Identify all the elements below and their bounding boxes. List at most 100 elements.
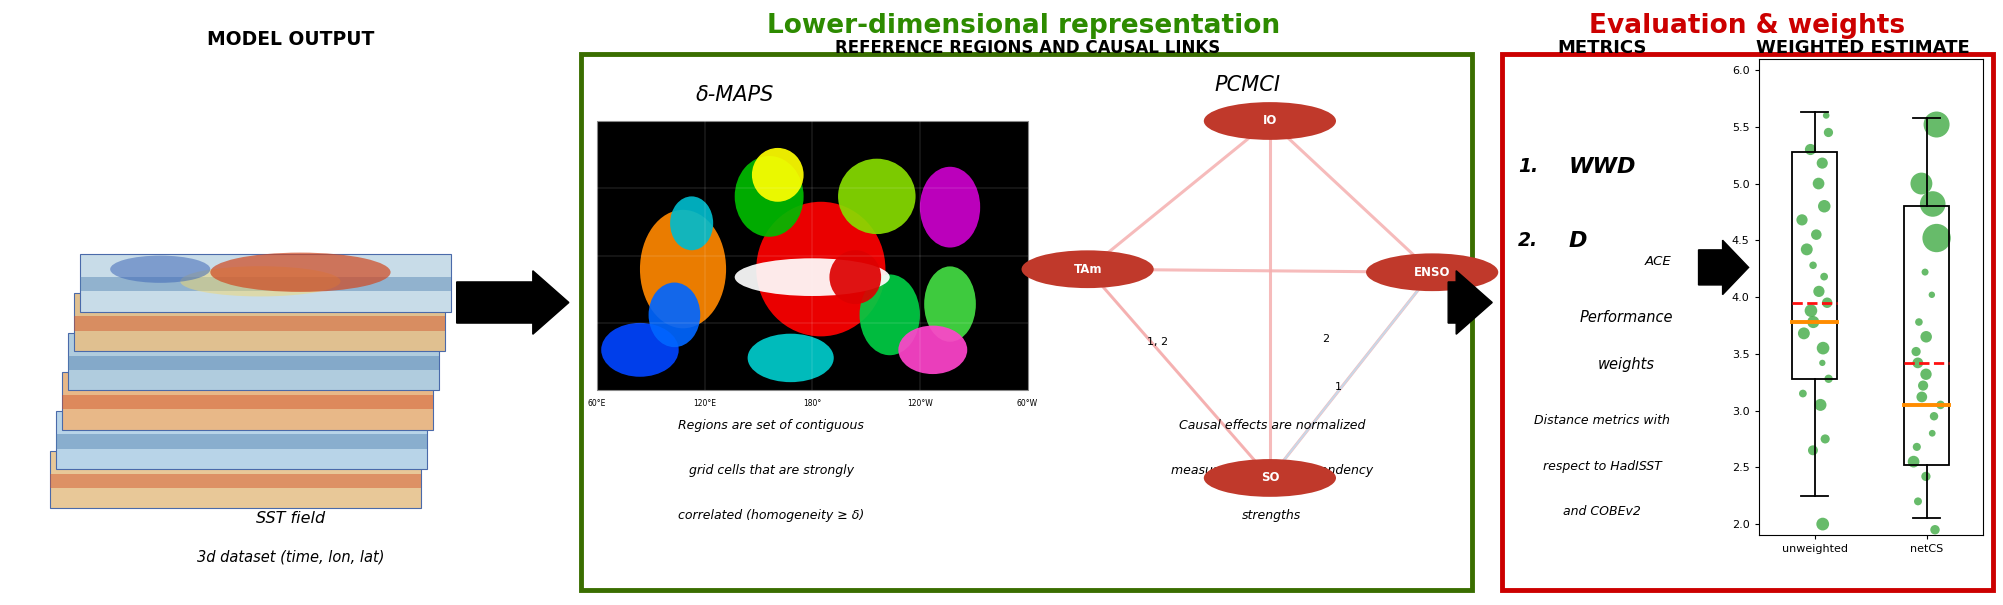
Bar [597,121,1028,390]
Point [1911,471,1943,481]
Text: weights: weights [1598,357,1654,372]
FancyArrow shape [1448,271,1492,334]
Point [1897,457,1929,466]
Point [1795,145,1827,154]
Bar [1793,152,1837,379]
Ellipse shape [735,258,889,296]
Point [1909,267,1941,277]
Point [1921,233,1953,243]
Text: distributions: distributions [1829,481,1917,495]
Ellipse shape [751,148,803,202]
Text: measures of causal dependency: measures of causal dependency [1172,464,1372,477]
Point [1807,358,1839,368]
Ellipse shape [859,275,919,355]
FancyBboxPatch shape [56,411,427,469]
FancyArrow shape [457,271,569,334]
Point [1813,128,1845,137]
Text: WEIGHTED ESTIMATE: WEIGHTED ESTIMATE [1757,39,1969,57]
Point [1801,230,1833,240]
Text: D: D [1568,231,1586,251]
Text: δ-MAPS: δ-MAPS [695,85,775,105]
Point [1807,343,1839,353]
Point [1791,244,1823,254]
Text: correlated (homogeneity ≥ δ): correlated (homogeneity ≥ δ) [679,509,863,522]
Point [1809,272,1841,281]
Point [1903,497,1935,506]
Point [1811,111,1843,120]
Bar [1905,206,1949,465]
Ellipse shape [923,266,975,342]
Ellipse shape [671,197,713,250]
Point [1807,159,1839,168]
Point [1911,332,1943,342]
Point [1803,178,1835,188]
Text: SST field: SST field [256,511,324,526]
Point [1915,290,1947,299]
Ellipse shape [1366,253,1498,291]
Text: Distance metrics with: Distance metrics with [1534,414,1671,427]
Ellipse shape [641,210,725,329]
Ellipse shape [180,266,341,296]
Text: grid cells that are strongly: grid cells that are strongly [689,464,853,477]
Text: 60°W: 60°W [1018,399,1038,408]
Text: PCMCI: PCMCI [1216,75,1280,95]
Ellipse shape [110,255,210,283]
Text: TAm: TAm [1074,263,1102,276]
Point [1925,400,1957,410]
Point [1811,298,1843,307]
Text: 1, 2: 1, 2 [1148,337,1168,347]
Ellipse shape [837,159,915,234]
Point [1919,525,1951,535]
Text: 120°W: 120°W [907,399,933,408]
FancyArrow shape [1699,240,1749,295]
Text: METRICS: METRICS [1558,39,1646,57]
Text: respect to HadISST: respect to HadISST [1542,460,1662,473]
Text: Lower-dimensional representation: Lower-dimensional representation [767,13,1280,39]
Point [1809,201,1841,211]
Text: Performance: Performance [1580,310,1673,325]
Ellipse shape [757,201,885,336]
Text: ENSO: ENSO [1414,266,1450,279]
Ellipse shape [1204,102,1336,140]
FancyBboxPatch shape [50,474,421,488]
Text: 120°E: 120°E [693,399,715,408]
FancyBboxPatch shape [581,54,1472,590]
Ellipse shape [210,253,391,292]
FancyBboxPatch shape [62,372,433,430]
Text: ACE: ACE [1644,255,1671,268]
Ellipse shape [899,325,967,374]
Text: 2: 2 [1322,334,1330,344]
FancyBboxPatch shape [68,356,439,370]
Point [1787,215,1819,224]
Point [1809,434,1841,444]
Text: 1: 1 [1334,382,1342,392]
Text: strengths: strengths [1242,509,1302,522]
Text: and COBEv2: and COBEv2 [1564,505,1640,518]
Point [1789,329,1821,338]
Point [1911,370,1943,379]
FancyBboxPatch shape [56,434,427,449]
Point [1917,428,1949,438]
Ellipse shape [735,156,803,237]
Text: 3d dataset (time, lon, lat): 3d dataset (time, lon, lat) [196,549,385,564]
Point [1807,519,1839,529]
Text: 60°E: 60°E [587,399,607,408]
FancyBboxPatch shape [74,293,445,351]
Ellipse shape [1022,250,1154,288]
Ellipse shape [747,334,833,382]
Text: WWD: WWD [1568,157,1636,177]
FancyBboxPatch shape [50,451,421,508]
Text: Regions are set of contiguous: Regions are set of contiguous [679,419,863,431]
Point [1805,400,1837,410]
Point [1803,287,1835,296]
Point [1901,347,1933,356]
Ellipse shape [649,283,701,347]
Ellipse shape [919,167,979,247]
Point [1787,388,1819,398]
Point [1797,317,1829,327]
Point [1813,374,1845,384]
Text: 2.: 2. [1518,231,1538,250]
FancyBboxPatch shape [80,277,451,292]
Point [1917,199,1949,209]
Text: Evaluation & weights: Evaluation & weights [1588,13,1905,39]
